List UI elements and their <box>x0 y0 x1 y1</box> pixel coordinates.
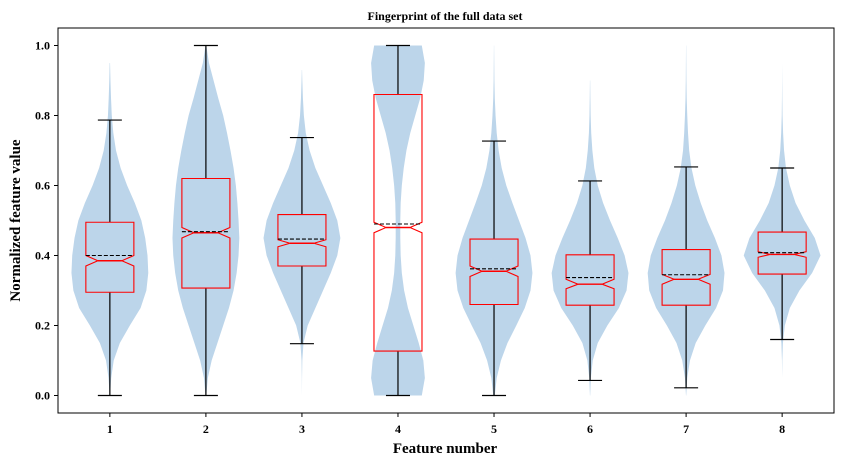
feature-group-2 <box>172 44 240 397</box>
box-2 <box>181 177 231 289</box>
y-axis-label: Normalized feature value <box>8 139 24 302</box>
x-tick-label: 4 <box>395 422 401 436</box>
violin-4 <box>371 45 425 396</box>
violin-2 <box>172 45 240 396</box>
y-tick-label: 0.0 <box>35 389 50 403</box>
feature-group-3 <box>263 70 341 396</box>
x-tick-label: 2 <box>203 422 209 436</box>
violin-3 <box>263 70 341 396</box>
x-tick-label: 5 <box>491 422 497 436</box>
box-3 <box>277 214 327 267</box>
box-6 <box>565 254 615 306</box>
feature-group-1 <box>71 63 149 397</box>
plot-area <box>71 44 821 397</box>
x-tick-label: 8 <box>779 422 785 436</box>
box-8 <box>757 231 807 275</box>
y-tick-label: 0.8 <box>35 109 50 123</box>
feature-group-5 <box>455 45 533 397</box>
y-tick-label: 0.2 <box>35 319 50 333</box>
plot-frame <box>57 27 835 414</box>
x-tick-label: 1 <box>107 422 113 436</box>
box-1 <box>85 221 135 293</box>
feature-group-8 <box>743 63 821 378</box>
feature-group-6 <box>551 80 629 396</box>
box-5 <box>469 238 519 306</box>
x-axis: 1 2 3 4 5 6 7 8 <box>107 413 785 436</box>
chart-title: Fingerprint of the full data set <box>368 9 523 23</box>
feature-group-4 <box>371 44 425 397</box>
x-tick-label: 7 <box>683 422 689 436</box>
box-7 <box>661 249 711 306</box>
x-tick-label: 3 <box>299 422 305 436</box>
y-tick-label: 1.0 <box>35 39 50 53</box>
y-axis: 0.0 0.2 0.4 0.6 0.8 1.0 <box>35 39 58 403</box>
feature-group-7 <box>647 45 725 396</box>
y-tick-label: 0.4 <box>35 249 50 263</box>
x-tick-label: 6 <box>587 422 593 436</box>
y-tick-label: 0.6 <box>35 179 50 193</box>
box-4 <box>373 93 423 352</box>
violin-1 <box>71 63 149 396</box>
x-axis-label: Feature number <box>393 441 498 457</box>
